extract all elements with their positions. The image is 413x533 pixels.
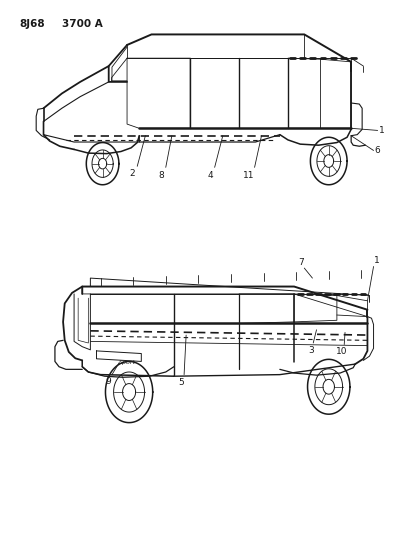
Text: 9: 9 (106, 377, 112, 386)
Text: 1: 1 (374, 256, 380, 265)
Text: 1: 1 (379, 126, 385, 135)
Text: 10: 10 (336, 347, 347, 356)
Text: 3: 3 (308, 345, 314, 354)
Text: Sport: Sport (119, 360, 136, 365)
Text: 5: 5 (178, 378, 184, 387)
Text: 3700 A: 3700 A (62, 19, 102, 29)
Text: 8J68: 8J68 (19, 19, 45, 29)
Text: 4: 4 (208, 171, 214, 180)
Text: 6: 6 (375, 146, 380, 155)
Text: 8: 8 (159, 171, 164, 180)
Text: 11: 11 (243, 171, 255, 180)
Text: 7: 7 (298, 257, 304, 266)
Text: 2: 2 (130, 169, 135, 179)
